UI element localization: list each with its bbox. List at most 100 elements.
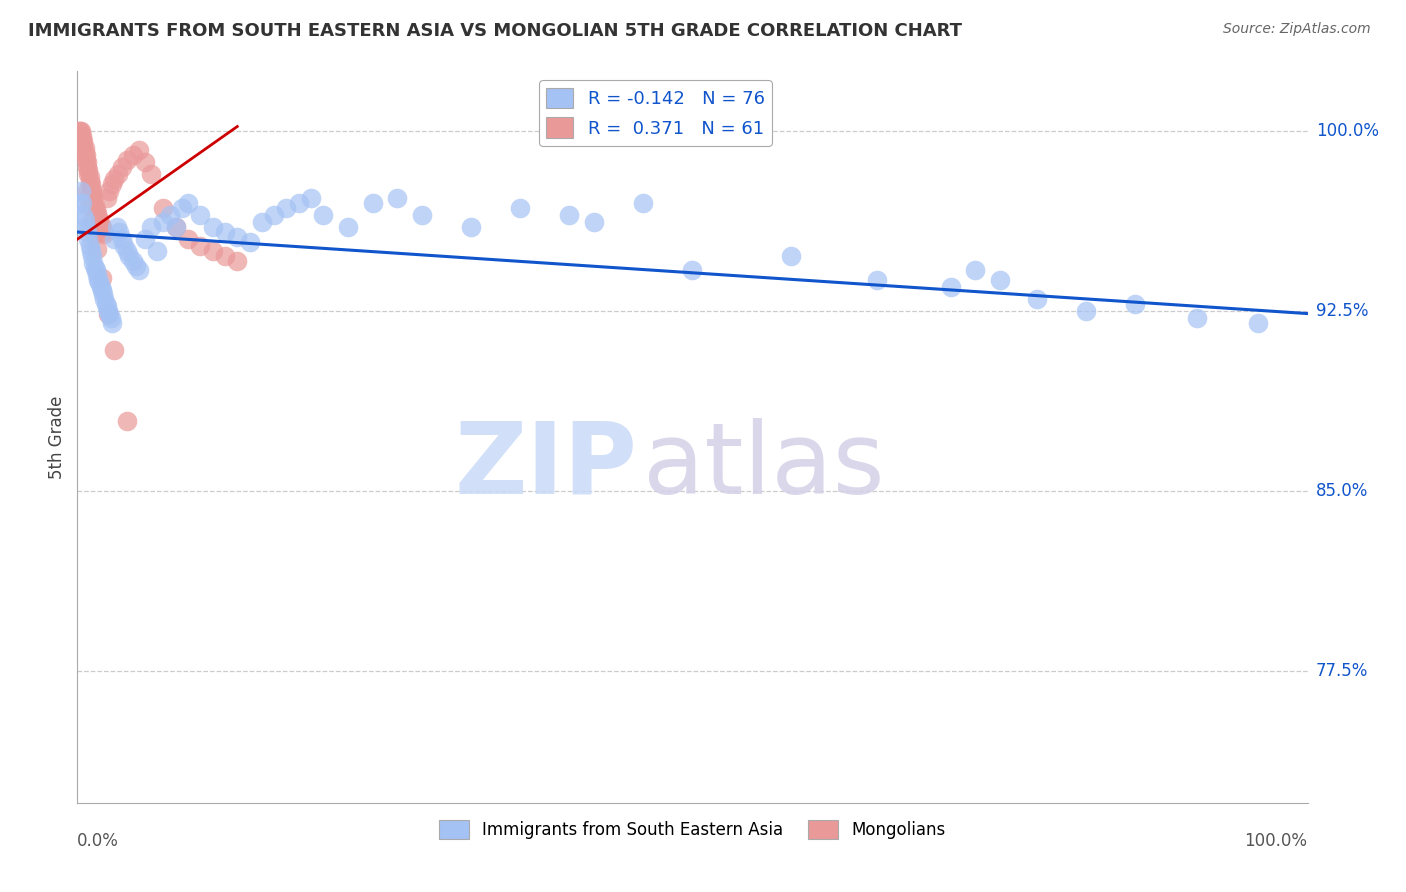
Point [299, 191, 322, 205]
Point [312, 208, 335, 222]
Point [79, 175, 101, 189]
Legend: Immigrants from South Eastern Asia, Mongolians: Immigrants from South Eastern Asia, Mong… [432, 814, 953, 846]
Point [1125, 297, 1147, 311]
Point [82, 189, 104, 203]
Point [80, 244, 103, 259]
Point [70, 196, 93, 211]
Point [87, 273, 110, 287]
Point [86, 206, 108, 220]
Point [89, 276, 111, 290]
Text: 0.0%: 0.0% [77, 832, 120, 850]
Point [141, 168, 163, 182]
Point [94, 297, 117, 311]
Point [226, 253, 249, 268]
Point [90, 270, 114, 285]
Point [101, 316, 124, 330]
Point [276, 201, 298, 215]
Point [96, 299, 118, 313]
Point [82, 191, 104, 205]
Point [509, 201, 531, 215]
Point [79, 169, 101, 184]
Point [188, 208, 212, 222]
Point [288, 196, 311, 211]
Point [87, 211, 110, 225]
Point [152, 201, 174, 215]
Point [100, 311, 122, 326]
Point [118, 249, 141, 263]
Point [75, 220, 97, 235]
Point [1185, 311, 1208, 326]
Point [361, 196, 384, 211]
Point [89, 213, 111, 227]
Point [76, 225, 98, 239]
Point [177, 232, 200, 246]
Point [80, 177, 103, 191]
Point [96, 191, 118, 205]
Point [128, 144, 150, 158]
Point [134, 232, 156, 246]
Point [86, 268, 108, 283]
Point [98, 184, 121, 198]
Point [1026, 292, 1049, 306]
Y-axis label: 5th Grade: 5th Grade [48, 395, 66, 479]
Point [780, 249, 803, 263]
Point [125, 259, 148, 273]
Point [70, 124, 93, 138]
Point [112, 239, 135, 253]
Point [239, 235, 262, 249]
Point [70, 129, 93, 144]
Point [91, 287, 114, 301]
Point [86, 242, 108, 256]
Point [82, 213, 104, 227]
Point [103, 343, 125, 357]
Point [115, 415, 138, 429]
Point [84, 263, 107, 277]
Point [146, 244, 169, 259]
Point [201, 244, 224, 259]
Point [385, 191, 409, 205]
Point [67, 124, 90, 138]
Text: Source: ZipAtlas.com: Source: ZipAtlas.com [1223, 22, 1371, 37]
Text: atlas: atlas [644, 417, 884, 515]
Point [111, 161, 132, 175]
Point [79, 199, 101, 213]
Point [73, 213, 96, 227]
Point [72, 134, 94, 148]
Point [82, 184, 104, 198]
Point [121, 253, 143, 268]
Point [73, 145, 96, 160]
Point [103, 172, 125, 186]
Point [460, 220, 482, 235]
Point [1076, 304, 1098, 318]
Point [214, 249, 236, 263]
Point [77, 191, 100, 205]
Point [91, 225, 114, 239]
Point [97, 307, 120, 321]
Point [93, 292, 115, 306]
Point [97, 304, 120, 318]
Point [201, 220, 224, 235]
Point [101, 177, 124, 191]
Text: 100.0%: 100.0% [1316, 122, 1379, 140]
Point [70, 129, 93, 144]
Point [939, 280, 962, 294]
Point [226, 230, 249, 244]
Point [90, 280, 112, 294]
Point [337, 220, 360, 235]
Point [1247, 316, 1270, 330]
Point [98, 307, 121, 321]
Point [115, 244, 138, 259]
Point [75, 153, 97, 167]
Point [214, 225, 236, 239]
Point [77, 232, 100, 246]
Point [558, 208, 581, 222]
Point [250, 215, 273, 229]
Text: IMMIGRANTS FROM SOUTH EASTERN ASIA VS MONGOLIAN 5TH GRADE CORRELATION CHART: IMMIGRANTS FROM SOUTH EASTERN ASIA VS MO… [28, 22, 962, 40]
Point [90, 218, 112, 232]
Point [76, 155, 98, 169]
Point [159, 208, 181, 222]
Point [84, 203, 107, 218]
Point [583, 215, 606, 229]
Point [76, 161, 98, 175]
Point [72, 208, 94, 222]
